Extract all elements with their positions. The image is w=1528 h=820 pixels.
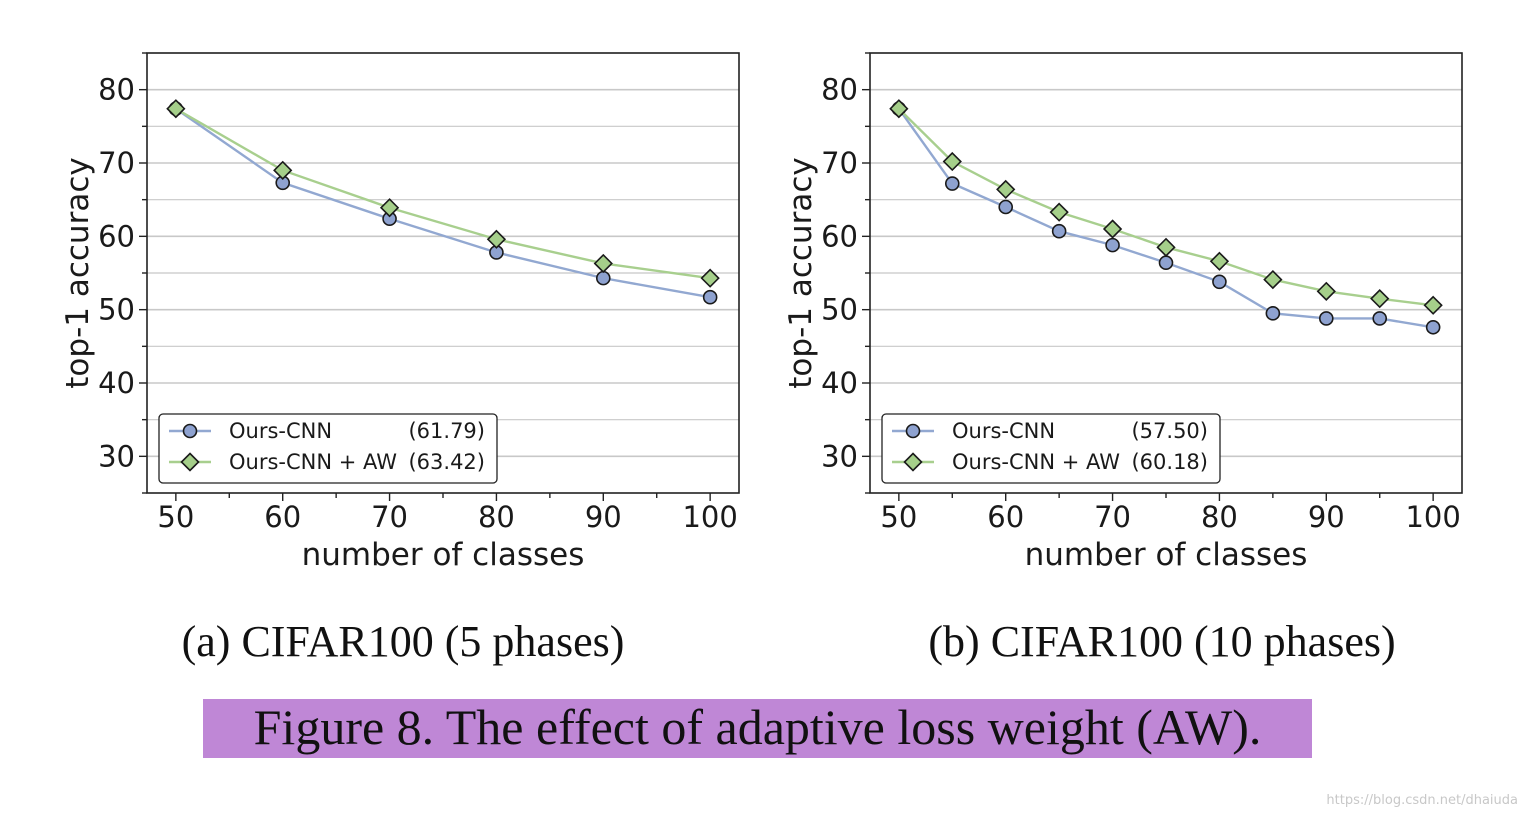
- y-tick-label: 70: [821, 146, 858, 180]
- subcaption-label: (a): [182, 617, 242, 666]
- legend-box: [158, 413, 498, 484]
- y-tick-label: 30: [821, 439, 858, 473]
- data-point: [593, 253, 613, 274]
- data-point: [273, 160, 293, 180]
- legend-entry-value: (61.79): [408, 419, 485, 443]
- caption-highlight: [203, 699, 1312, 758]
- data-point: [1316, 281, 1336, 301]
- legend-entry-name: Ours-CNN + AW: [952, 450, 1120, 474]
- legend-entry-name: Ours-CNN + AW: [229, 450, 397, 474]
- subcaption-label: (b): [928, 617, 990, 666]
- chart-b: 30 40 50 60 70 80 50 60 70 80 90 100 number of class…: [783, 52, 1463, 666]
- data-point: [1212, 274, 1227, 290]
- data-point: [944, 176, 960, 191]
- x-tick-label: 90: [585, 500, 622, 534]
- data-point: [1265, 306, 1281, 321]
- data-point: [1156, 237, 1176, 257]
- legend-swatch-marker: [905, 423, 921, 439]
- y-axis-label: top-1 accuracy: [783, 157, 819, 388]
- legend: Ours-CNN (61.79) Ours-CNN + AW (63.42): [158, 413, 498, 484]
- y-tick-label: 80: [98, 73, 135, 107]
- x-tick-label: 50: [157, 500, 194, 534]
- data-point: [1263, 269, 1283, 290]
- figure-caption: Figure 8. The effect of adaptive loss we…: [253, 699, 1262, 755]
- data-point: [1370, 289, 1390, 309]
- data-point: [1102, 219, 1123, 239]
- data-point: [1318, 311, 1334, 326]
- legend: Ours-CNN (57.50) Ours-CNN + AW (60.18): [881, 413, 1221, 484]
- series-ours-cnn: [891, 101, 1441, 335]
- series-ours-cnn-aw: [889, 99, 1443, 315]
- data-point: [166, 99, 186, 119]
- x-tick-label: 90: [1308, 500, 1345, 534]
- legend-entry-name: Ours-CNN: [952, 419, 1055, 443]
- data-point: [1158, 255, 1174, 271]
- legend-entry-name: Ours-CNN: [229, 419, 332, 443]
- series-line: [175, 107, 711, 299]
- data-point: [942, 151, 962, 172]
- chart-a: 30 40 50 60 70 80 50 60 70 80 90 100 number of class…: [60, 52, 740, 666]
- y-tick-label: 70: [98, 146, 135, 180]
- data-point: [889, 99, 909, 119]
- watermark: https://blog.csdn.net/dhaiuda: [1326, 793, 1518, 808]
- data-point: [1049, 202, 1069, 222]
- subcaption-title: CIFAR100 (10 phases): [991, 617, 1396, 666]
- y-axis-label: top-1 accuracy: [60, 157, 96, 388]
- subcaption: (b) CIFAR100 (10 phases): [928, 617, 1395, 666]
- legend-entry-value: (57.50): [1131, 419, 1208, 443]
- x-tick-label: 80: [478, 500, 515, 534]
- data-point: [486, 229, 507, 249]
- x-tick-label: 80: [1201, 500, 1238, 534]
- x-tick-label: 100: [1405, 500, 1460, 534]
- data-point: [1105, 237, 1120, 253]
- data-point: [595, 270, 611, 286]
- x-tick-label: 60: [987, 500, 1024, 534]
- legend-box: [881, 413, 1221, 484]
- legend-swatch-marker: [903, 452, 923, 472]
- y-tick-label: 50: [98, 293, 135, 327]
- data-point: [1051, 223, 1067, 239]
- series-ours-cnn-aw: [166, 99, 720, 288]
- y-tick-label: 80: [821, 73, 858, 107]
- y-tick-label: 50: [821, 293, 858, 327]
- legend-entry-value: (63.42): [408, 450, 485, 474]
- data-point: [379, 198, 400, 218]
- x-tick-label: 100: [682, 500, 737, 534]
- x-tick-label: 50: [880, 500, 917, 534]
- data-point: [998, 199, 1014, 215]
- y-tick-label: 40: [98, 366, 135, 400]
- x-tick-label: 60: [264, 500, 301, 534]
- series-line: [898, 107, 1434, 307]
- legend-swatch-marker: [182, 423, 198, 439]
- x-tick-label: 70: [371, 500, 408, 534]
- legend-entry-value: (60.18): [1131, 450, 1208, 474]
- legend-swatch-marker: [180, 452, 200, 472]
- data-point: [1372, 311, 1388, 326]
- data-point: [702, 289, 718, 305]
- data-point: [996, 179, 1016, 200]
- subcaption: (a) CIFAR100 (5 phases): [182, 617, 625, 666]
- data-point: [1423, 295, 1443, 315]
- x-axis-label: number of classes: [302, 537, 585, 573]
- data-point: [1209, 251, 1230, 271]
- data-point: [1425, 319, 1441, 335]
- subcaption-title: CIFAR100 (5 phases): [241, 617, 624, 666]
- y-tick-label: 60: [821, 219, 858, 253]
- y-tick-label: 40: [821, 366, 858, 400]
- data-point: [700, 268, 720, 288]
- series-line: [175, 107, 711, 280]
- x-tick-label: 70: [1094, 500, 1131, 534]
- y-tick-label: 30: [98, 439, 135, 473]
- x-axis-label: number of classes: [1025, 537, 1308, 573]
- y-tick-label: 60: [98, 219, 135, 253]
